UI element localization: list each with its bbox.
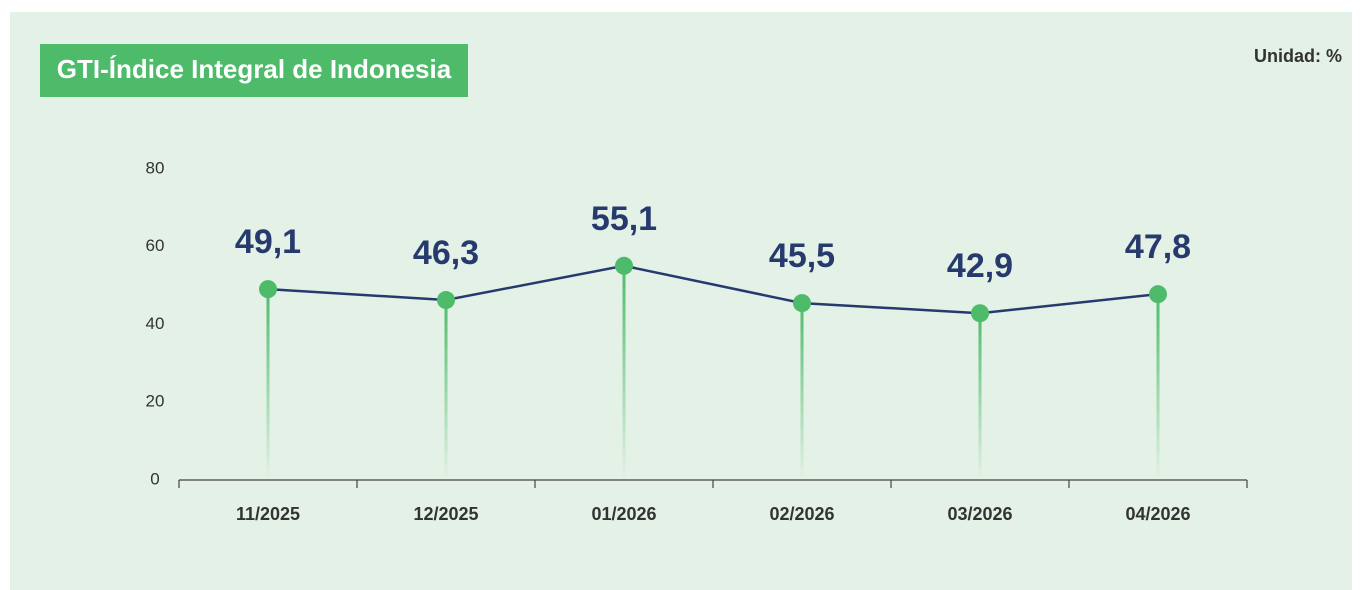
value-label: 55,1 (591, 200, 657, 238)
y-tick-label: 60 (146, 236, 165, 255)
y-tick-label: 40 (146, 314, 165, 333)
x-tick-label: 11/2025 (236, 504, 300, 524)
x-tick-label: 01/2026 (591, 504, 656, 524)
marker (615, 256, 633, 275)
x-tick-label: 02/2026 (769, 504, 834, 524)
marker (793, 294, 811, 313)
value-label: 47,8 (1125, 228, 1191, 266)
panel (10, 12, 1352, 590)
drop-line (978, 313, 982, 480)
value-label: 46,3 (413, 234, 479, 272)
drop-line (266, 289, 270, 480)
chart-title: GTI-Índice Integral de Indonesia (57, 54, 452, 84)
line (267, 264, 1159, 315)
drop-line (622, 265, 626, 480)
drop-line (1156, 294, 1160, 480)
unit-label: Unidad: % (1254, 46, 1342, 66)
marker (437, 291, 455, 310)
x-tick-label: 04/2026 (1125, 504, 1190, 524)
marker (971, 304, 989, 323)
y-tick-label: 80 (146, 158, 165, 177)
drop-line (800, 303, 804, 480)
value-label: 45,5 (769, 237, 835, 275)
title-box (40, 44, 468, 97)
x-tick-label: 12/2025 (413, 504, 478, 524)
value-label: 49,1 (235, 223, 301, 261)
marker (259, 280, 277, 299)
x-tick-label: 03/2026 (947, 504, 1012, 524)
y-tick-label: 20 (146, 392, 165, 411)
y-tick-label: 0 (150, 469, 159, 488)
value-label: 42,9 (947, 247, 1013, 285)
marker (1149, 285, 1167, 304)
drop-line (444, 300, 448, 480)
